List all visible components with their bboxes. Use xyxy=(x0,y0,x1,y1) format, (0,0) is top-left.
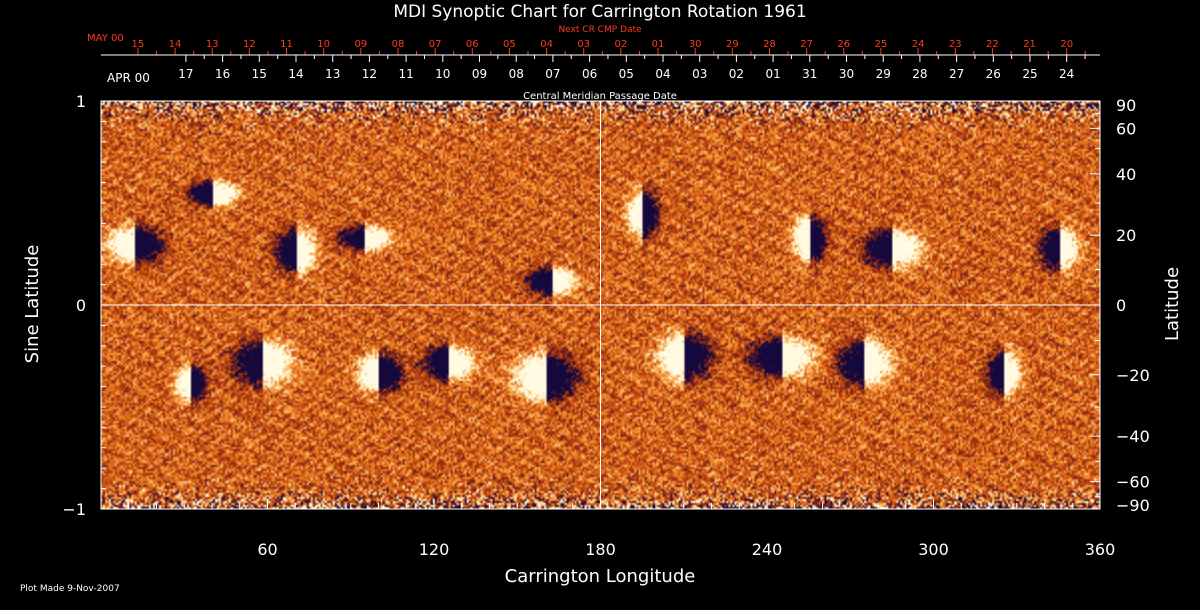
date-tick-label: 27 xyxy=(949,67,964,81)
date-month-label: MAY 00 xyxy=(87,33,124,44)
y-right-tick-label: −60 xyxy=(1116,473,1150,492)
x-tick-label: 180 xyxy=(585,540,616,559)
y-right-tick-label: −40 xyxy=(1116,427,1150,446)
date-tick-label: 28 xyxy=(763,39,776,50)
date-tick-label: 05 xyxy=(503,39,516,50)
date-tick-label: 25 xyxy=(875,39,888,50)
x-tick-label: 300 xyxy=(918,540,949,559)
date-tick-label: 25 xyxy=(1022,67,1037,81)
date-tick-label: 11 xyxy=(280,39,293,50)
date-tick-label: 05 xyxy=(619,67,634,81)
date-tick-label: 24 xyxy=(912,39,925,50)
date-tick-label: 30 xyxy=(839,67,854,81)
y-axis-label-right: Latitude xyxy=(1162,267,1183,341)
date-tick-label: 03 xyxy=(577,39,590,50)
date-tick-label: 13 xyxy=(206,39,219,50)
date-tick-label: 14 xyxy=(288,67,303,81)
date-tick-label: 01 xyxy=(652,39,665,50)
y-left-tick-label: 0 xyxy=(76,296,86,315)
date-tick-label: 26 xyxy=(837,39,850,50)
chart-title: MDI Synoptic Chart for Carrington Rotati… xyxy=(393,2,806,22)
date-tick-label: 13 xyxy=(325,67,340,81)
date-tick-label: 08 xyxy=(392,39,405,50)
y-right-tick-label: 60 xyxy=(1116,119,1136,138)
date-tick-label: 16 xyxy=(215,67,230,81)
date-tick-label: 06 xyxy=(466,39,479,50)
x-tick-label: 120 xyxy=(419,540,450,559)
x-tick-label: 360 xyxy=(1085,540,1116,559)
date-tick-label: 21 xyxy=(1023,39,1036,50)
x-axis-label: Carrington Longitude xyxy=(505,566,696,587)
date-tick-label: 28 xyxy=(912,67,927,81)
date-tick-label: 04 xyxy=(540,39,553,50)
y-axis-label-left: Sine Latitude xyxy=(22,245,43,364)
y-right-tick-label: −90 xyxy=(1116,496,1150,515)
date-tick-label: 30 xyxy=(689,39,702,50)
date-tick-label: 07 xyxy=(429,39,442,50)
date-tick-label: 01 xyxy=(765,67,780,81)
date-tick-label: 02 xyxy=(729,67,744,81)
date-tick-label: 29 xyxy=(726,39,739,50)
date-tick-label: 07 xyxy=(545,67,560,81)
date-tick-label: 08 xyxy=(509,67,524,81)
date-tick-label: 15 xyxy=(252,67,267,81)
date-tick-label: 31 xyxy=(802,67,817,81)
plot-made-footer: Plot Made 9-Nov-2007 xyxy=(20,584,120,594)
date-tick-label: 09 xyxy=(354,39,367,50)
date-tick-label: 14 xyxy=(169,39,182,50)
y-right-tick-label: −20 xyxy=(1116,366,1150,385)
y-right-tick-label: 20 xyxy=(1116,226,1136,245)
date-tick-label: 11 xyxy=(398,67,413,81)
date-tick-label: 10 xyxy=(435,67,450,81)
x-tick-label: 60 xyxy=(257,540,277,559)
date-tick-label: 20 xyxy=(1060,39,1073,50)
plot-axes: 60 120 180 240 300 360 1 0 −1 90 60 40 20 0 −20 −40 −60 −… xyxy=(62,92,1149,559)
date-tick-label: 22 xyxy=(986,39,999,50)
next-cr-axis-title: Next CR CMP Date xyxy=(558,25,642,35)
date-tick-label: 12 xyxy=(362,67,377,81)
date-tick-label: 02 xyxy=(615,39,628,50)
y-right-tick-label: 40 xyxy=(1116,165,1136,184)
cmp-axis-title: Central Meridian Passage Date xyxy=(523,91,677,102)
date-tick-label: 24 xyxy=(1059,67,1074,81)
date-tick-label: 27 xyxy=(800,39,813,50)
y-left-tick-label: −1 xyxy=(62,500,86,519)
date-tick-label: 12 xyxy=(243,39,256,50)
date-tick-label: 26 xyxy=(986,67,1001,81)
date-tick-label: 15 xyxy=(132,39,145,50)
y-right-tick-label: 0 xyxy=(1116,296,1126,315)
date-month-label: APR 00 xyxy=(107,71,150,85)
y-right-tick-label: 90 xyxy=(1116,96,1136,115)
date-tick-label: 03 xyxy=(692,67,707,81)
y-left-tick-label: 1 xyxy=(76,92,86,111)
date-tick-label: 17 xyxy=(178,67,193,81)
date-tick-label: 04 xyxy=(655,67,670,81)
date-tick-label: 29 xyxy=(876,67,891,81)
date-tick-label: 06 xyxy=(582,67,597,81)
date-tick-label: 09 xyxy=(472,67,487,81)
date-tick-label: 23 xyxy=(949,39,962,50)
date-tick-label: 10 xyxy=(317,39,330,50)
top-date-axes: 15 14 13 12 11 10 09 08 07 06 05 04 03 02 01 30 29 28 27 26… xyxy=(87,25,1100,102)
x-tick-label: 240 xyxy=(752,540,783,559)
